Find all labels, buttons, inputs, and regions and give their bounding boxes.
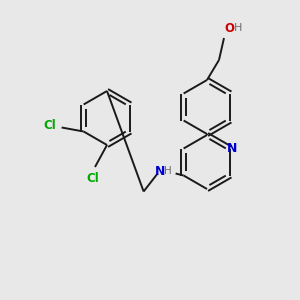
Text: N: N [227, 142, 238, 155]
Text: H: H [164, 167, 172, 176]
Text: Cl: Cl [87, 172, 99, 185]
Text: N: N [154, 165, 165, 178]
Text: Cl: Cl [43, 119, 56, 132]
Text: O: O [224, 22, 234, 34]
Text: H: H [234, 23, 242, 33]
